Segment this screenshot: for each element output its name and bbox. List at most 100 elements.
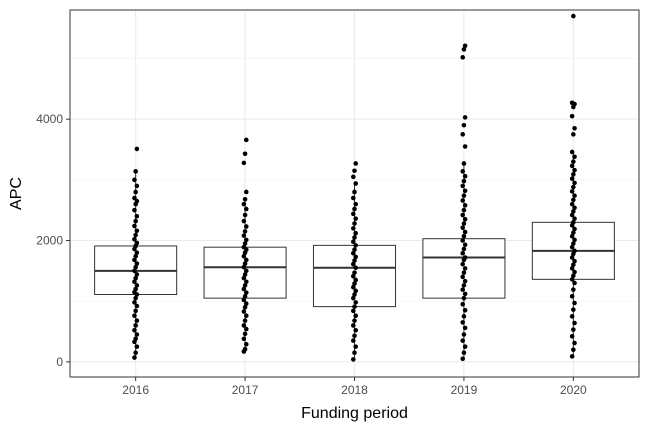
- data-point: [353, 300, 359, 305]
- data-point: [569, 189, 575, 194]
- data-point: [460, 55, 466, 60]
- data-point: [569, 212, 575, 218]
- data-point: [572, 226, 577, 232]
- data-point: [241, 309, 247, 314]
- data-point: [243, 268, 249, 274]
- data-point: [461, 283, 467, 288]
- x-tick-label: 2018: [341, 383, 368, 397]
- data-point: [242, 241, 248, 246]
- data-point: [460, 183, 466, 189]
- data-point: [461, 161, 467, 166]
- data-point: [571, 273, 576, 278]
- data-point: [460, 198, 466, 203]
- data-point: [243, 313, 249, 319]
- data-point: [569, 163, 575, 169]
- data-point: [352, 350, 357, 356]
- data-point: [242, 196, 248, 202]
- data-point: [352, 258, 357, 263]
- data-point: [462, 266, 468, 271]
- data-point: [242, 346, 248, 352]
- x-tick-label: 2019: [451, 383, 478, 397]
- data-point: [134, 250, 140, 255]
- data-point: [243, 279, 249, 285]
- data-point: [132, 207, 137, 213]
- data-point: [569, 233, 575, 239]
- data-point: [352, 318, 357, 323]
- data-point: [460, 238, 466, 243]
- data-point: [351, 174, 356, 180]
- data-point: [242, 304, 248, 310]
- data-point: [134, 332, 140, 337]
- data-point: [571, 307, 576, 312]
- data-point: [241, 275, 247, 281]
- data-point: [241, 286, 247, 292]
- data-point: [353, 230, 359, 236]
- data-point: [572, 216, 577, 221]
- data-point: [134, 228, 140, 234]
- data-point: [460, 225, 466, 231]
- data-point: [462, 291, 468, 297]
- data-point: [462, 216, 468, 222]
- data-point: [133, 189, 138, 195]
- data-point: [134, 240, 140, 246]
- data-point: [132, 268, 137, 274]
- data-point: [462, 188, 468, 194]
- data-point: [242, 261, 248, 266]
- data-point: [461, 246, 467, 252]
- data-point: [571, 262, 576, 268]
- data-point: [572, 180, 577, 186]
- data-point: [134, 318, 140, 323]
- data-point: [134, 261, 140, 266]
- data-point: [134, 272, 140, 277]
- data-point: [243, 237, 249, 243]
- data-point: [352, 247, 357, 252]
- data-point: [132, 355, 137, 360]
- data-point: [353, 327, 359, 333]
- data-point: [569, 266, 575, 271]
- data-point: [133, 295, 138, 301]
- data-point: [571, 159, 576, 164]
- data-point: [353, 313, 359, 319]
- data-point: [569, 334, 575, 339]
- data-point: [132, 223, 137, 229]
- data-point: [571, 132, 576, 137]
- data-point: [352, 206, 357, 212]
- data-point: [351, 274, 356, 279]
- data-point: [572, 258, 577, 264]
- data-point: [461, 332, 467, 337]
- data-point: [461, 122, 467, 128]
- data-point: [462, 115, 468, 120]
- data-point: [351, 261, 356, 267]
- data-point: [460, 356, 466, 362]
- data-point: [572, 269, 577, 275]
- data-point: [351, 284, 356, 290]
- data-point: [462, 242, 468, 248]
- data-point: [134, 283, 140, 288]
- data-point: [132, 327, 137, 333]
- x-tick-label: 2016: [122, 383, 149, 397]
- data-point: [462, 173, 468, 179]
- data-point: [351, 226, 356, 231]
- data-point: [462, 344, 468, 349]
- data-point: [461, 295, 467, 301]
- x-tick-label: 2020: [560, 383, 587, 397]
- data-point: [132, 313, 137, 319]
- data-point: [569, 149, 575, 155]
- data-point: [460, 320, 466, 325]
- data-point: [243, 290, 249, 295]
- data-point: [132, 195, 137, 201]
- data-point: [134, 303, 140, 309]
- data-point: [569, 113, 575, 119]
- data-point: [241, 160, 247, 166]
- data-point: [571, 184, 576, 190]
- data-point: [132, 236, 137, 242]
- data-point: [353, 243, 359, 248]
- data-point: [569, 176, 575, 181]
- data-point: [134, 146, 140, 152]
- data-point: [243, 341, 249, 347]
- data-point: [462, 255, 468, 260]
- data-point: [133, 308, 138, 314]
- data-point: [461, 233, 467, 239]
- data-point: [243, 137, 249, 143]
- data-point: [572, 280, 577, 286]
